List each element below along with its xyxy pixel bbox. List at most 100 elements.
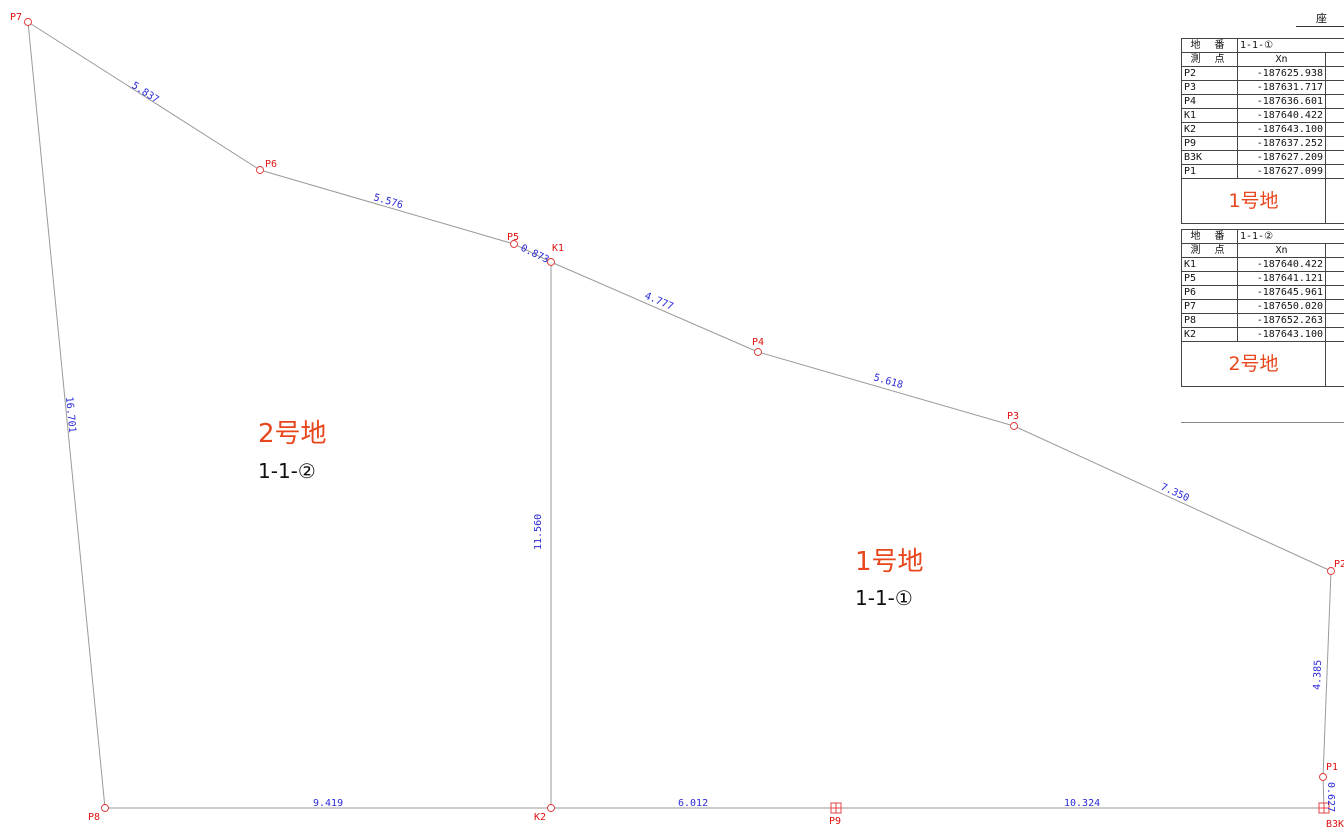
- table-row: P4 -187636.601: [1181, 94, 1344, 109]
- parcel-value: 1-1-①: [1236, 38, 1344, 53]
- x-cell: -187636.601: [1237, 94, 1326, 109]
- table-header-row: 測 点 Xn: [1181, 52, 1344, 67]
- edge-length-p9-k2: 6.012: [678, 798, 708, 809]
- point-cell: P6: [1181, 285, 1238, 300]
- x-cell: -187627.099: [1237, 164, 1326, 179]
- point-cell: P4: [1181, 94, 1238, 109]
- table-row: P8 -187652.263: [1181, 313, 1344, 328]
- blank-cell: [1324, 52, 1344, 67]
- point-cell: B3K: [1181, 150, 1238, 165]
- point-mark-k1: [547, 258, 555, 266]
- table-row: K1 -187640.422: [1181, 108, 1344, 123]
- point-label-p6: P6: [265, 159, 277, 170]
- table-lot-name: 2号地: [1181, 341, 1326, 387]
- x-cell: -187643.100: [1237, 122, 1326, 137]
- table-lot-name: 1号地: [1181, 178, 1326, 224]
- point-mark-k2: [547, 804, 555, 812]
- table-row: P6 -187645.961: [1181, 285, 1344, 300]
- edge-p8-p7: [27, 21, 106, 809]
- edge-length-p7-p6: 5.837: [129, 80, 160, 105]
- point-mark-b3k: [1318, 802, 1330, 814]
- edge-length-p1-b3k: 0.627: [1325, 782, 1336, 812]
- x-cell: -187641.121: [1237, 271, 1326, 286]
- table-row: P3 -187631.717: [1181, 80, 1344, 95]
- point-cell: P5: [1181, 271, 1238, 286]
- point-label-b3k: B3K: [1326, 819, 1344, 830]
- point-label-p4: P4: [752, 337, 764, 348]
- x-cell: -187643.100: [1237, 327, 1326, 342]
- point-cell: P1: [1181, 164, 1238, 179]
- table-row: P7 -187650.020: [1181, 299, 1344, 314]
- edge-length-k2-p8: 9.419: [313, 798, 343, 809]
- point-cell: P3: [1181, 80, 1238, 95]
- table-row: P5 -187641.121: [1181, 271, 1344, 286]
- blank-cell: [1324, 271, 1344, 286]
- edge-k1-p4: [550, 261, 759, 353]
- blank-cell: [1324, 327, 1344, 342]
- point-label-p1: P1: [1326, 762, 1338, 773]
- coordinate-sheet-title: 座: [1296, 10, 1344, 27]
- blank-cell: [1324, 164, 1344, 179]
- x-cell: -187637.252: [1237, 136, 1326, 151]
- point-cell: P7: [1181, 299, 1238, 314]
- x-cell: -187645.961: [1237, 285, 1326, 300]
- table-header-row: 測 点 Xn: [1181, 243, 1344, 258]
- table-row: P2 -187625.938: [1181, 66, 1344, 81]
- table-lot-row: 2号地: [1181, 341, 1344, 387]
- parcel-header: 地 番: [1181, 229, 1238, 244]
- coordinate-table-lot-1: 地 番 1-1-① 測 点 Xn P2 -187625.938 P3 -187631…: [1181, 38, 1344, 224]
- lot-name-1: 1号地: [855, 547, 924, 577]
- point-label-p5: P5: [507, 232, 519, 243]
- blank-cell: [1324, 136, 1344, 151]
- blank-cell: [1324, 313, 1344, 328]
- edge-length-p8-p7: 16.701: [63, 396, 77, 433]
- point-cell: K1: [1181, 257, 1238, 272]
- point-cell: K1: [1181, 108, 1238, 123]
- point-header: 測 点: [1181, 243, 1238, 258]
- table-end-rule: [1181, 422, 1344, 423]
- point-mark-p4: [754, 348, 762, 356]
- point-header: 測 点: [1181, 52, 1238, 67]
- edge-length-p3-p2: 7.350: [1159, 482, 1191, 505]
- point-label-p9: P9: [829, 816, 841, 827]
- x-cell: -187625.938: [1237, 66, 1326, 81]
- edge-p6-p5: [259, 169, 515, 245]
- point-mark-p6: [256, 166, 264, 174]
- edge-length-p2-p1: 4.385: [1312, 660, 1324, 690]
- blank-cell: [1324, 80, 1344, 95]
- table-header-row: 地 番 1-1-①: [1181, 38, 1344, 53]
- blank-cell: [1324, 299, 1344, 314]
- lot-parcel-1: 1-1-①: [855, 586, 913, 610]
- x-column-header: Xn: [1237, 52, 1326, 67]
- point-mark-p2: [1327, 567, 1335, 575]
- parcel-header: 地 番: [1181, 38, 1238, 53]
- table-header-row: 地 番 1-1-②: [1181, 229, 1344, 244]
- blank-cell: [1324, 341, 1344, 387]
- table-row: K1 -187640.422: [1181, 257, 1344, 272]
- point-cell: K2: [1181, 327, 1238, 342]
- edge-length-p6-p5: 5.576: [372, 192, 404, 211]
- point-cell: P2: [1181, 66, 1238, 81]
- point-mark-p1: [1319, 773, 1327, 781]
- table-row: B3K -187627.209: [1181, 150, 1344, 165]
- edge-length-k1-k2: 11.560: [533, 514, 544, 550]
- point-label-k2: K2: [534, 812, 546, 823]
- point-label-k1: K1: [552, 243, 564, 254]
- blank-cell: [1324, 150, 1344, 165]
- blank-cell: [1324, 66, 1344, 81]
- lot-name-2: 2号地: [258, 419, 327, 449]
- blank-cell: [1324, 108, 1344, 123]
- point-cell: P8: [1181, 313, 1238, 328]
- x-cell: -187631.717: [1237, 80, 1326, 95]
- point-label-p8: P8: [88, 812, 100, 823]
- edge-p2-p1: [1322, 570, 1332, 778]
- table-row: K2 -187643.100: [1181, 122, 1344, 137]
- x-cell: -187652.263: [1237, 313, 1326, 328]
- x-cell: -187650.020: [1237, 299, 1326, 314]
- point-label-p3: P3: [1007, 411, 1019, 422]
- point-label-p2: P2: [1334, 559, 1344, 570]
- table-row: P1 -187627.099: [1181, 164, 1344, 179]
- blank-cell: [1324, 285, 1344, 300]
- point-mark-p5: [510, 240, 518, 248]
